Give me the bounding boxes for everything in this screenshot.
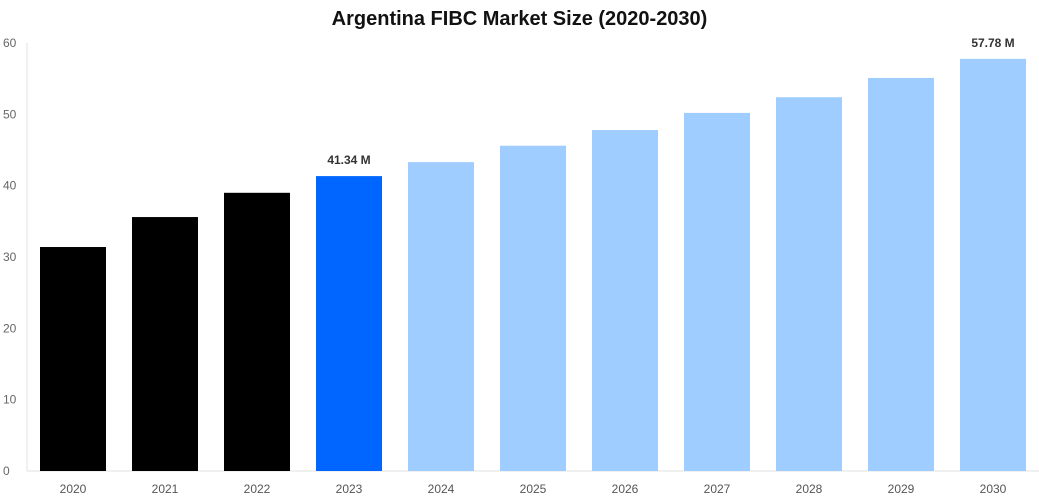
x-tick-label: 2020 (60, 482, 87, 496)
chart-title: Argentina FIBC Market Size (2020-2030) (331, 8, 708, 30)
bar-2028 (776, 97, 842, 472)
bar-2025 (500, 145, 566, 471)
y-tick-label: 10 (3, 393, 17, 407)
x-tick-label: 2025 (520, 482, 547, 496)
x-tick-label: 2024 (428, 482, 455, 496)
x-tick-label: 2023 (336, 482, 363, 496)
y-tick-label: 0 (3, 464, 10, 478)
bar-2022 (224, 192, 290, 472)
data-label: 57.78 M (971, 36, 1014, 50)
x-tick-label: 2027 (704, 482, 731, 496)
x-tick-label: 2021 (152, 482, 179, 496)
bar-2030 (960, 58, 1026, 471)
y-tick-label: 40 (3, 179, 17, 193)
x-tick-label: 2030 (980, 482, 1007, 496)
y-tick-label: 30 (3, 250, 17, 264)
y-tick-label: 60 (3, 36, 17, 50)
x-tick-label: 2022 (244, 482, 271, 496)
data-label: 41.34 M (327, 153, 370, 167)
x-tick-label: 2026 (612, 482, 639, 496)
bar-2029 (868, 77, 934, 471)
y-tick-label: 20 (3, 321, 17, 335)
bar-2027 (684, 112, 750, 471)
bar-2024 (408, 162, 474, 472)
x-tick-label: 2028 (796, 482, 823, 496)
bar-2021 (132, 217, 198, 471)
bar-2023 (316, 176, 382, 471)
y-tick-label: 50 (3, 107, 17, 121)
x-tick-label: 2029 (888, 482, 915, 496)
bar-2026 (592, 130, 658, 471)
bar-2020 (40, 247, 106, 471)
